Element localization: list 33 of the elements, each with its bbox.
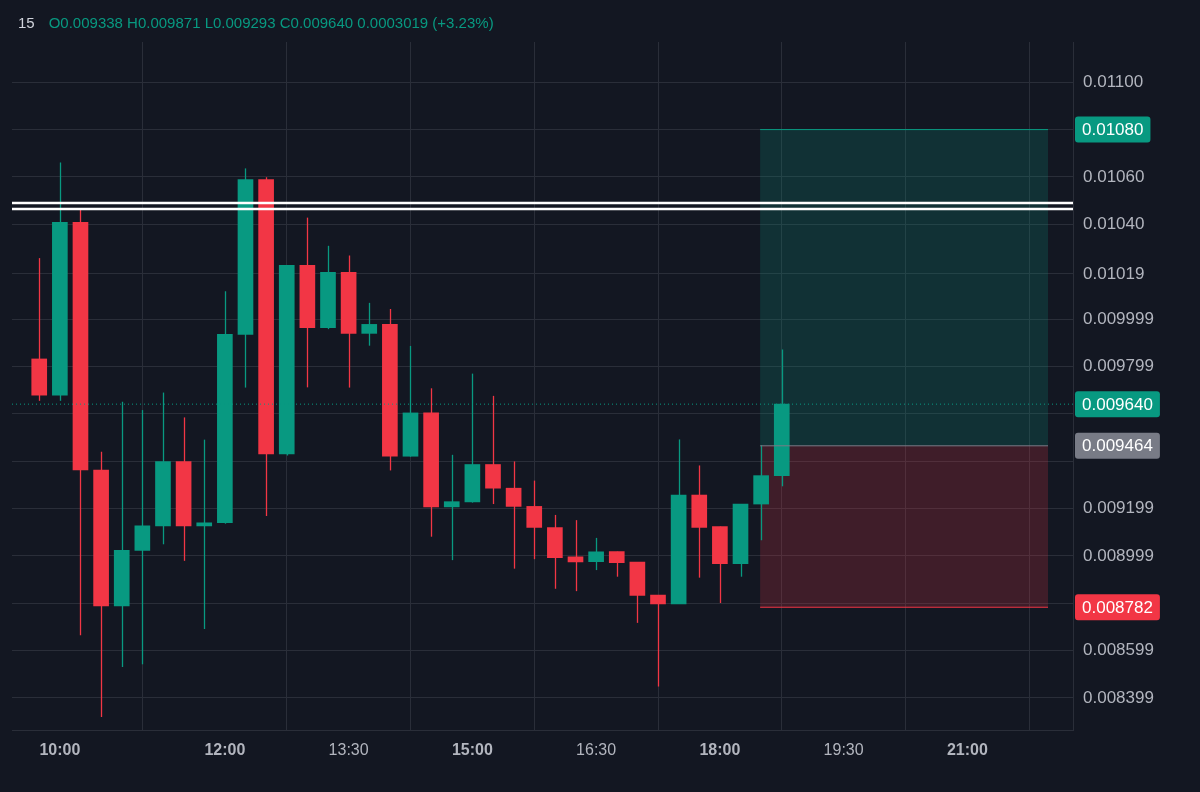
y-tick-label: 0.01100 xyxy=(1083,71,1144,91)
x-tick-label: 19:30 xyxy=(823,740,864,758)
x-tick-label: 18:00 xyxy=(699,740,741,758)
x-tick-label: 15:00 xyxy=(451,740,493,758)
y-tick-label: 0.008399 xyxy=(1083,687,1154,707)
x-tick-label: 12:00 xyxy=(204,740,246,758)
ref-line-label: 0.009640 xyxy=(1082,394,1153,414)
y-tick-label: 0.008599 xyxy=(1083,640,1154,660)
ref-line-label: 0.008782 xyxy=(1082,597,1153,617)
y-tick-label: 0.009799 xyxy=(1083,356,1154,376)
chart-subtitle: O0.009338 H0.009871 L0.009293 C0.009640 0.0003019 (+3.23%) xyxy=(48,14,494,32)
ref-line-label: 0.009464 xyxy=(1082,436,1153,456)
candlestick xyxy=(588,537,604,571)
candlestick xyxy=(526,479,543,560)
y-tick-label: 0.01040 xyxy=(1083,213,1145,233)
y-tick-label: 0.008999 xyxy=(1083,545,1154,565)
candlestick xyxy=(505,460,522,570)
x-tick-label: 10:00 xyxy=(39,740,81,758)
x-tick-label: 16:30 xyxy=(576,740,617,758)
x-tick-label: 13:30 xyxy=(328,740,369,758)
candlestick xyxy=(196,439,213,630)
chart-title: 15 xyxy=(18,14,35,32)
candlestick xyxy=(443,454,460,561)
x-tick-label: 21:00 xyxy=(946,740,988,758)
candlestick xyxy=(361,302,378,347)
y-tick-label: 0.01019 xyxy=(1083,263,1145,283)
candlestick xyxy=(608,550,625,578)
candlestick xyxy=(567,519,584,592)
y-tick-label: 0.01060 xyxy=(1083,166,1145,186)
y-tick-label: 0.009199 xyxy=(1083,498,1154,518)
candlestick xyxy=(650,594,666,688)
y-tick-label: 0.009999 xyxy=(1083,308,1154,328)
ref-line-label: 0.01080 xyxy=(1082,120,1144,140)
